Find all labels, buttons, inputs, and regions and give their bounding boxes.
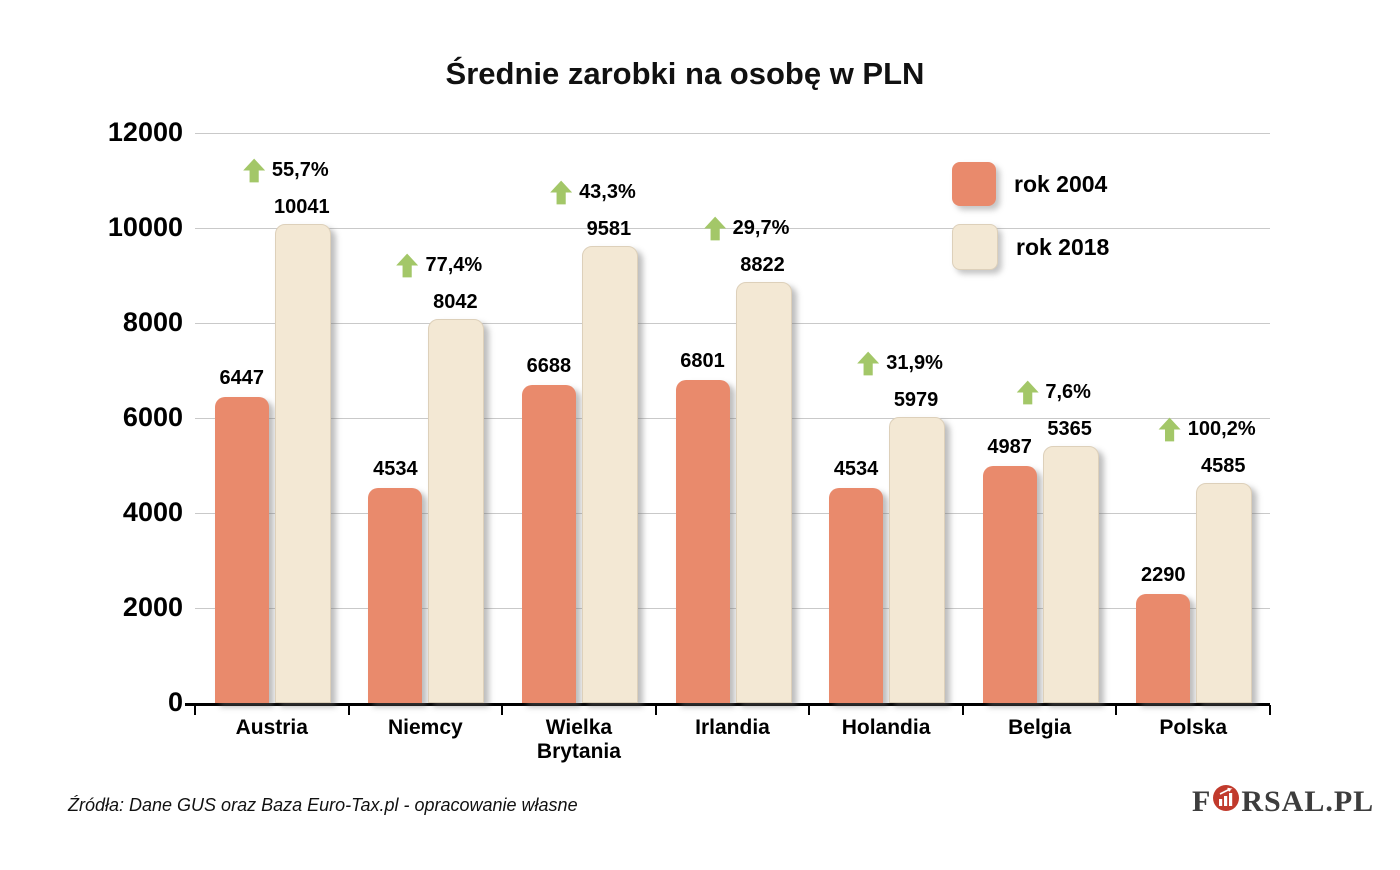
bar-2004-irlandia — [675, 379, 730, 703]
y-axis-label: 12000 — [107, 117, 183, 147]
up-arrow-icon — [396, 253, 419, 278]
y-axis-label: 4000 — [122, 497, 183, 527]
axis-tick — [654, 705, 657, 715]
pct-change-text: 29,7% — [732, 216, 790, 239]
bar-value-label: 8042 — [433, 291, 478, 313]
up-arrow-icon — [703, 216, 726, 241]
x-axis-line — [185, 703, 1270, 706]
bar-value-label: 2290 — [1140, 564, 1186, 587]
chart-title: Średnie zarobki na osobę w PLN — [445, 56, 925, 91]
pct-change-text: 31,9% — [886, 351, 943, 374]
bar-value-label: 5365 — [1047, 418, 1092, 441]
pct-change-label: 100,2% — [1158, 417, 1256, 442]
x-axis-label-austria: Austria — [235, 716, 308, 739]
pct-change-text: 43,3% — [579, 180, 636, 203]
axis-tick — [194, 705, 196, 715]
pct-change-label: 31,9% — [857, 351, 943, 376]
y-axis-label: 0 — [167, 687, 183, 717]
up-arrow-icon — [550, 180, 573, 205]
bar-value-label: 4987 — [987, 436, 1032, 459]
x-axis-label-holandia: Holandia — [841, 716, 931, 739]
pct-change-label: 7,6% — [1016, 380, 1091, 405]
pct-change-text: 55,7% — [271, 159, 329, 182]
axis-tick — [501, 705, 504, 715]
y-axis-label: 10000 — [107, 212, 183, 242]
up-arrow-icon — [1158, 417, 1181, 442]
axis-tick — [1269, 705, 1271, 715]
pct-change-label: 77,4% — [396, 253, 482, 278]
source-note: Źródła: Dane GUS oraz Baza Euro-Tax.pl -… — [68, 795, 578, 815]
x-axis-label-irlandia: Irlandia — [695, 716, 770, 739]
axis-tick — [961, 705, 964, 715]
legend-item-rok-2004: rok 2004 — [952, 162, 1109, 206]
gridline — [195, 228, 1270, 229]
x-axis-label-niemcy: Niemcy — [387, 716, 463, 739]
x-axis-label-polska: Polska — [1159, 716, 1228, 739]
plot-area: 6447 10041 55,7% 4534 8042 77,4% 6688 9581 43,3%… — [185, 133, 1271, 715]
bar-value-label: 9581 — [586, 217, 632, 240]
axis-tick — [808, 705, 811, 715]
bar-2004-wielka-brytania — [521, 385, 576, 703]
bar-value-label: 6447 — [219, 366, 265, 389]
y-axis-label: 8000 — [122, 307, 183, 337]
y-axis-label: 6000 — [122, 402, 183, 432]
bar-2004-holandia — [829, 487, 884, 703]
x-axis-label-wielka-brytania: Wielka Brytania — [536, 716, 621, 763]
gridline — [195, 608, 1270, 609]
bar-2004-austria — [214, 396, 269, 703]
gridline — [195, 323, 1270, 324]
axis-tick — [1115, 705, 1118, 715]
gridline — [195, 418, 1270, 419]
bar-value-label: 6688 — [526, 355, 572, 378]
bar-value-label: 5979 — [893, 388, 939, 411]
forsal-logo: F RSAL.PL — [1192, 784, 1374, 820]
gridline — [195, 513, 1270, 514]
bar-2004-belgia — [982, 466, 1037, 703]
bar-2018-niemcy — [428, 319, 485, 703]
bar-value-label: 4585 — [1200, 455, 1246, 478]
x-axis-label-belgia: Belgia — [1008, 716, 1072, 739]
up-arrow-icon — [857, 351, 880, 376]
bar-2018-belgia — [1042, 446, 1099, 703]
legend-swatch — [952, 224, 998, 270]
pct-change-label: 55,7% — [242, 158, 329, 183]
bar-value-label: 4534 — [373, 457, 418, 480]
logo-text-pre: F — [1192, 785, 1212, 818]
pct-change-label: 29,7% — [703, 216, 790, 241]
bar-2018-wielka-brytania — [581, 245, 638, 703]
y-axis-label: 2000 — [122, 592, 183, 622]
bar-2018-polska — [1196, 483, 1253, 703]
bar-value-label: 10041 — [273, 196, 330, 219]
axis-tick — [347, 705, 350, 715]
bar-value-label: 8822 — [740, 253, 785, 276]
logo-text-post: RSAL.PL — [1241, 785, 1375, 818]
up-arrow-icon — [242, 158, 265, 183]
bar-2018-austria — [274, 224, 331, 703]
pct-change-text: 77,4% — [425, 254, 483, 276]
gridline — [195, 133, 1270, 134]
pct-change-text: 100,2% — [1187, 418, 1256, 441]
up-arrow-icon — [1016, 380, 1039, 405]
legend-swatch — [952, 162, 996, 206]
bar-value-label: 4534 — [833, 457, 879, 480]
legend: rok 2004 rok 2018 — [952, 162, 1109, 288]
pct-change-text: 7,6% — [1045, 381, 1091, 404]
bar-2004-niemcy — [368, 487, 423, 703]
bar-2018-holandia — [889, 417, 946, 703]
legend-item-rok-2018: rok 2018 — [952, 224, 1109, 270]
logo-circle-icon — [1211, 784, 1241, 820]
pct-change-label: 43,3% — [550, 180, 636, 205]
legend-label: rok 2018 — [1016, 233, 1110, 260]
legend-label: rok 2004 — [1014, 170, 1108, 197]
bar-2018-irlandia — [735, 281, 792, 703]
bar-value-label: 6801 — [680, 349, 725, 372]
bar-2004-polska — [1136, 594, 1191, 703]
